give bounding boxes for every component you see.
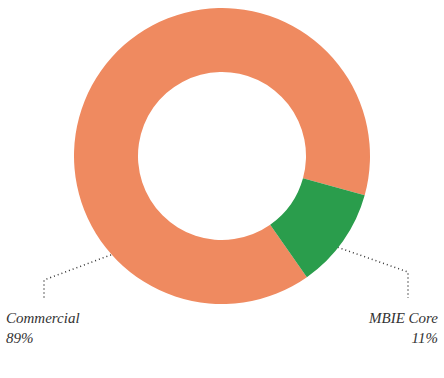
svg-text:Commercial: Commercial: [6, 310, 80, 326]
svg-text:11%: 11%: [412, 330, 438, 346]
svg-text:MBIE Core: MBIE Core: [368, 310, 438, 326]
svg-text:89%: 89%: [6, 330, 34, 346]
